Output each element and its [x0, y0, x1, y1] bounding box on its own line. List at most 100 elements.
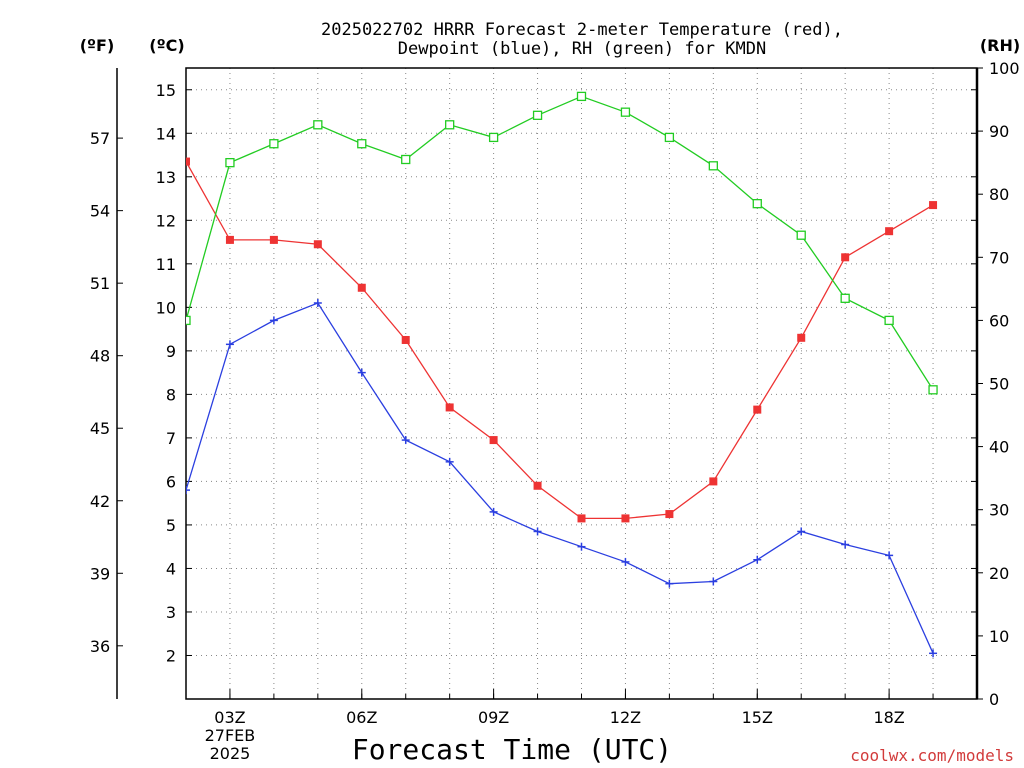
rh-point — [576, 91, 587, 102]
temperature-point — [841, 253, 850, 262]
chart-title-line1: 2025022702 HRRR Forecast 2-meter Tempera… — [321, 20, 843, 40]
dewpoint-point — [533, 527, 542, 536]
dewpoint-point — [138, 419, 146, 427]
x-tick-label: 06Z — [346, 708, 377, 727]
x-tick-date: 27FEB — [205, 726, 256, 745]
rh-point — [401, 154, 411, 165]
celsius-tick-label: 3 — [166, 603, 176, 622]
celsius-tick-label: 14 — [156, 124, 176, 143]
rh-point — [225, 157, 235, 168]
dewpoint-point — [357, 368, 366, 377]
rh-point — [796, 230, 806, 240]
celsius-tick-label: 5 — [166, 516, 176, 535]
rh-point — [928, 385, 938, 395]
rh-series — [138, 91, 938, 395]
dewpoint-series — [138, 298, 938, 658]
temperature-point — [621, 514, 630, 523]
rh-point — [357, 139, 367, 149]
rh-tick-label: 60 — [989, 311, 1009, 330]
rh-point — [708, 161, 718, 171]
dewpoint-point — [753, 555, 762, 564]
temperature-point — [929, 201, 938, 210]
rh-point — [752, 199, 762, 209]
fahrenheit-tick-label: 48 — [90, 347, 110, 366]
dewpoint-point — [445, 457, 454, 466]
temperature-series — [138, 108, 938, 523]
x-tick-label: 15Z — [742, 708, 773, 727]
rh-point — [840, 293, 850, 303]
rh-point — [532, 110, 543, 120]
fahrenheit-tick-label: 36 — [90, 637, 110, 656]
dewpoint-point — [929, 649, 938, 658]
temperature-point — [445, 403, 454, 412]
temperature-point — [225, 235, 234, 244]
rh-tick-label: 50 — [989, 375, 1009, 394]
rh-tick-label: 40 — [989, 438, 1009, 457]
temperature-point — [186, 157, 190, 166]
temperature-point — [577, 514, 586, 523]
temperature-point — [489, 436, 498, 445]
dewpoint-point — [313, 298, 322, 307]
temperature-point — [138, 108, 146, 116]
dewpoint-point — [709, 577, 718, 586]
grid-lines — [186, 68, 977, 699]
x-tick-label: 03Z — [214, 708, 245, 727]
x-tick-label: 09Z — [478, 708, 509, 727]
axes: 2345678910111213141536394245485154570102… — [90, 59, 1020, 763]
dewpoint-point — [797, 527, 806, 536]
dewpoint-point — [885, 551, 894, 560]
rh-point — [664, 132, 675, 143]
celsius-tick-label: 9 — [166, 342, 176, 361]
rh-tick-label: 30 — [989, 501, 1009, 520]
dewpoint-point — [665, 579, 674, 588]
celsius-tick-label: 7 — [166, 429, 176, 448]
rh-point — [138, 304, 146, 312]
celsius-tick-label: 2 — [166, 646, 176, 665]
rh-point — [884, 315, 894, 326]
temperature-point — [885, 227, 894, 236]
dewpoint-point — [621, 557, 630, 566]
dewpoint-point — [186, 486, 190, 495]
temperature-line — [186, 160, 934, 520]
dewpoint-point — [401, 436, 410, 445]
temperature-point — [357, 283, 366, 292]
rh-point — [445, 120, 455, 130]
data-series — [138, 91, 938, 658]
dewpoint-point — [269, 316, 278, 325]
credit-text: coolwx.com/models — [850, 746, 1014, 765]
rh-point — [186, 315, 191, 326]
rh-axis-unit: (RH) — [980, 36, 1020, 55]
x-axis-label: Forecast Time (UTC) — [352, 733, 672, 766]
fahrenheit-tick-label: 54 — [90, 202, 110, 221]
celsius-tick-label: 8 — [166, 385, 176, 404]
celsius-tick-label: 12 — [156, 211, 176, 230]
temperature-point — [533, 481, 542, 490]
rh-tick-label: 10 — [989, 627, 1009, 646]
temperature-point — [313, 240, 322, 249]
rh-tick-label: 80 — [989, 185, 1009, 204]
temperature-point — [797, 333, 806, 342]
rh-tick-label: 20 — [989, 564, 1009, 583]
rh-tick-label: 0 — [989, 690, 999, 709]
celsius-tick-label: 15 — [156, 81, 176, 100]
rh-point — [488, 132, 499, 143]
rh-point — [269, 139, 279, 149]
rh-point — [313, 120, 323, 130]
temperature-point — [665, 510, 674, 519]
temperature-point — [753, 405, 762, 414]
fahrenheit-tick-label: 45 — [90, 419, 110, 438]
celsius-tick-label: 6 — [166, 472, 176, 491]
chart-title-line2: Dewpoint (blue), RH (green) for KMDN — [398, 39, 766, 59]
celsius-tick-label: 13 — [156, 168, 176, 187]
temperature-point — [709, 477, 718, 486]
fahrenheit-tick-label: 42 — [90, 492, 110, 511]
rh-tick-label: 90 — [989, 122, 1009, 141]
celsius-tick-label: 10 — [156, 298, 176, 317]
dewpoint-point — [577, 542, 586, 551]
rh-tick-label: 70 — [989, 248, 1009, 267]
temperature-point — [401, 335, 410, 344]
x-tick-label: 18Z — [873, 708, 904, 727]
celsius-tick-label: 11 — [156, 255, 176, 274]
celsius-tick-label: 4 — [166, 559, 176, 578]
